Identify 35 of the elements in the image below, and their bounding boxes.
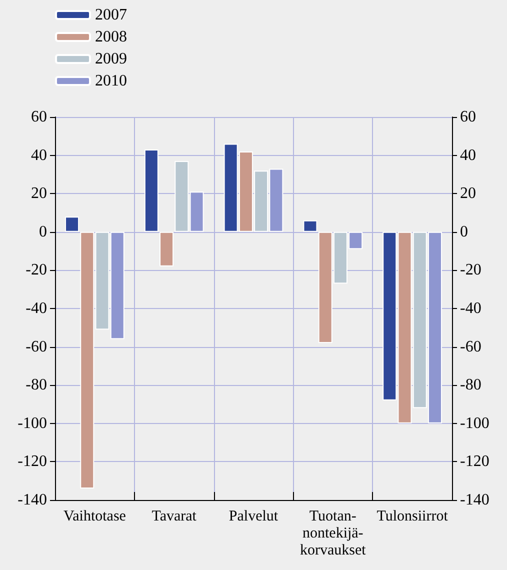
- y2-tick-label: -100: [460, 414, 490, 432]
- y-tick-label: 20: [31, 185, 47, 202]
- y2-tick-label: 40: [460, 146, 476, 164]
- y2-tick-label: -40: [460, 300, 482, 317]
- bar: [144, 150, 158, 232]
- y-tick-label: -120: [18, 453, 47, 470]
- y-tick-label: -40: [26, 300, 47, 317]
- bar: [160, 232, 174, 266]
- y2-tick-label: -20: [460, 262, 482, 279]
- legend-label: 2010: [95, 72, 127, 90]
- y-tick-label: -80: [26, 376, 47, 394]
- legend-label: 2007: [95, 6, 127, 24]
- y-tick-label: -100: [18, 414, 47, 432]
- y2-tick-label: -120: [460, 453, 490, 470]
- y2-tick-label: -80: [460, 376, 482, 394]
- y2-tick-label: 20: [460, 185, 476, 202]
- legend-label: 2008: [95, 28, 127, 46]
- y2-tick-label: 0: [460, 223, 468, 240]
- y2-tick-label: 60: [460, 108, 476, 126]
- legend-label: 2009: [95, 50, 127, 68]
- x-tick-label: Palvelut: [228, 508, 279, 524]
- y-tick-label: -60: [26, 338, 47, 356]
- x-tick-label: Tulonsiirrot: [376, 508, 449, 524]
- bar: [303, 220, 318, 232]
- y-tick-label: -20: [26, 262, 47, 279]
- y-tick-label: 0: [39, 223, 47, 240]
- y-tick-label: 60: [31, 108, 47, 126]
- y-tick-label: -140: [18, 492, 47, 508]
- y-tick-label: 40: [31, 146, 47, 164]
- y2-tick-label: -140: [460, 492, 490, 508]
- x-tick-label: Tuotan- nontekijä- korvaukset: [300, 508, 367, 558]
- x-tick-label: Tavarat: [152, 508, 198, 524]
- x-tick-label: Vaihtotase: [63, 508, 126, 524]
- bar: [65, 216, 80, 232]
- y2-tick-label: -60: [460, 338, 482, 356]
